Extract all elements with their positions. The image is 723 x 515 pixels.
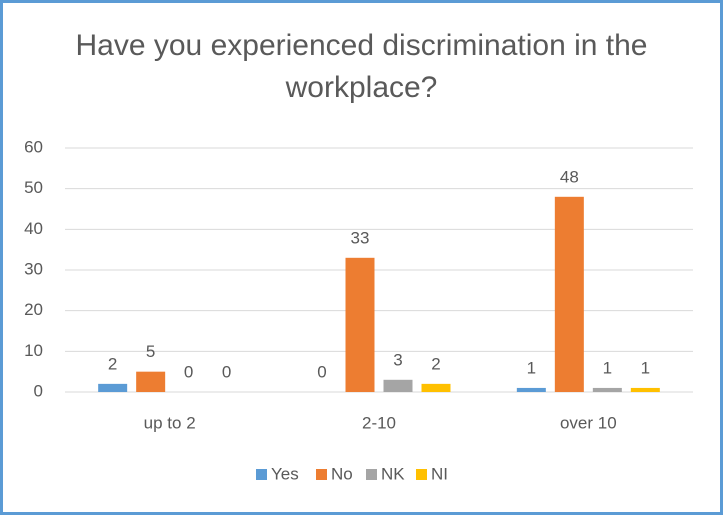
- bar: [516, 387, 546, 392]
- y-tick-label: 40: [24, 219, 43, 238]
- chart-title: Have you experienced discrimination in t…: [75, 29, 648, 104]
- bar: [98, 383, 128, 392]
- legend-swatch: [316, 469, 327, 480]
- legend-label: NK: [381, 464, 405, 483]
- value-label: 0: [222, 362, 231, 381]
- value-label: 5: [146, 342, 155, 361]
- value-label: 48: [560, 167, 579, 186]
- legend-label: NI: [431, 464, 448, 483]
- bar: [383, 379, 413, 392]
- y-tick-label: 50: [24, 178, 43, 197]
- legend-swatch: [256, 469, 267, 480]
- legend-label: Yes: [271, 464, 299, 483]
- y-tick-label: 30: [24, 259, 43, 278]
- x-tick-label: up to 2: [144, 413, 196, 432]
- value-label: 2: [108, 354, 117, 373]
- x-tick-label: over 10: [560, 413, 617, 432]
- value-label: 33: [351, 228, 370, 247]
- value-label: 2: [431, 354, 440, 373]
- y-tick-label: 20: [24, 300, 43, 319]
- title-box: Have you experienced discrimination in t…: [3, 25, 720, 109]
- legend-swatch: [366, 469, 377, 480]
- value-label: 1: [527, 358, 536, 377]
- value-label: 3: [393, 350, 402, 369]
- value-label: 1: [603, 358, 612, 377]
- legend-swatch: [416, 469, 427, 480]
- y-tick-label: 0: [34, 381, 43, 400]
- y-tick-label: 10: [24, 341, 43, 360]
- value-label: 0: [317, 362, 326, 381]
- legend-label: No: [331, 464, 353, 483]
- y-tick-label: 60: [24, 137, 43, 156]
- bar: [345, 257, 375, 392]
- x-tick-label: 2-10: [362, 413, 396, 432]
- bar: [630, 387, 660, 392]
- bar: [554, 196, 584, 392]
- value-label: 1: [641, 358, 650, 377]
- bar: [421, 383, 451, 392]
- bar: [136, 371, 166, 392]
- bar: [592, 387, 622, 392]
- value-label: 0: [184, 362, 193, 381]
